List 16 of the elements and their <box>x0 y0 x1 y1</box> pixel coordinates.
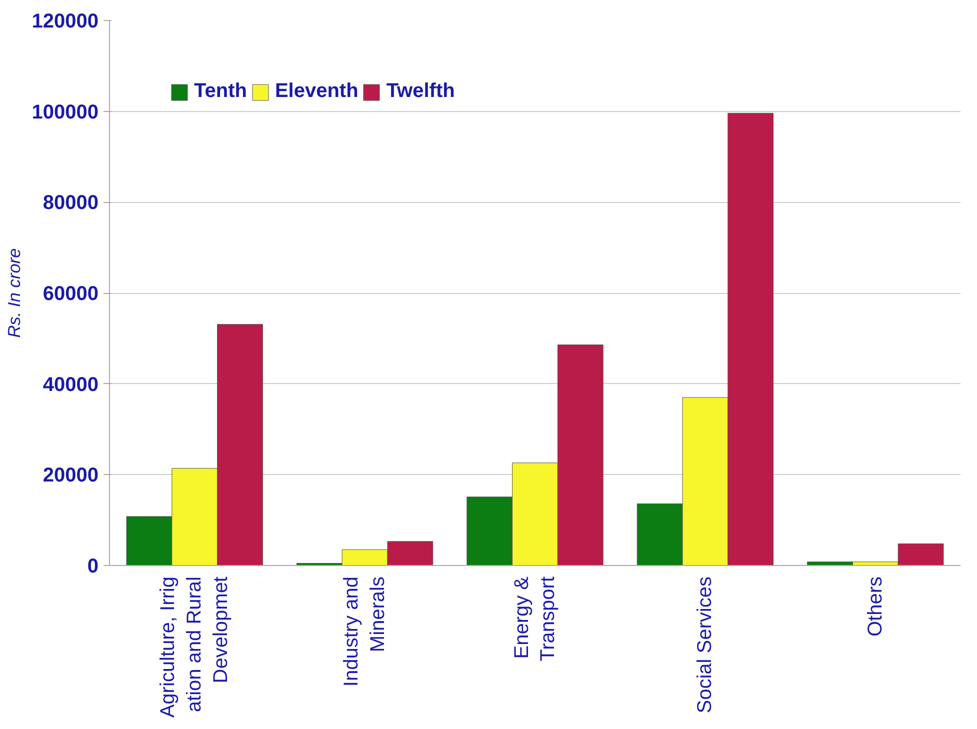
x-tick-label: Energy & Transport <box>510 576 560 662</box>
legend-label: Twelfth <box>386 80 455 103</box>
legend-label: Tenth <box>194 80 247 103</box>
x-tick-label: Others <box>864 576 886 637</box>
legend-label: Eleventh <box>274 80 358 103</box>
y-tick-label: 20000 <box>42 464 99 487</box>
y-tick-label: 120000 <box>32 10 99 32</box>
y-tick-label: 40000 <box>42 374 99 396</box>
y-tick-label: 0 <box>87 556 98 578</box>
y-tick-label: 100000 <box>32 101 99 124</box>
y-axis-title: Rs. In crore <box>4 248 24 338</box>
x-tick-label: Industry and Minerals <box>340 576 389 687</box>
x-tick-label: Social Services <box>694 576 716 714</box>
y-tick-label: 60000 <box>42 283 99 305</box>
y-tick-label: 80000 <box>42 192 99 214</box>
x-tick-label: Agriculture, Irrig ation and Rural Developmet <box>157 576 232 718</box>
